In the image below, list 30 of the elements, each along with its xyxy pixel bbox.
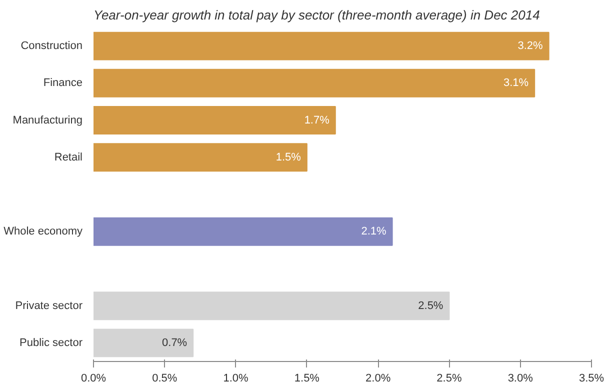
bar [94,32,550,60]
data-label: 0.7% [162,336,188,349]
x-tick-label: 1.5% [294,372,320,384]
data-label: 1.5% [276,151,302,164]
bar [94,217,393,246]
data-label: 3.1% [504,77,529,90]
y-tick-label: Manufacturing [12,114,83,126]
bar [94,106,336,135]
x-tick-label: 2.0% [366,372,391,384]
x-tick-label: 0.5% [152,372,178,384]
bar [94,292,450,320]
y-tick-label: Private sector [15,300,83,312]
data-label: 2.5% [418,300,444,312]
y-tick-label: Retail [54,151,82,164]
x-tick-label: 1.0% [223,372,249,384]
x-tick-label: 2.5% [436,372,462,384]
data-label: 1.7% [304,114,330,126]
x-tick-label: 3.5% [578,372,604,384]
chart-title: Year-on-year growth in total pay by sector (three-month average) in Dec 2014 [94,8,540,22]
bar [94,143,308,172]
data-label: 2.1% [361,226,387,238]
y-tick-label: Public sector [20,336,83,349]
bar [94,68,536,98]
y-tick-label: Whole economy [4,226,83,238]
x-tick-label: 0.0% [80,372,106,384]
bar [94,328,194,358]
y-tick-label: Construction [20,40,83,52]
x-tick-label: 3.0% [508,372,534,384]
data-label: 3.2% [518,40,544,52]
y-tick-label: Finance [43,77,83,90]
